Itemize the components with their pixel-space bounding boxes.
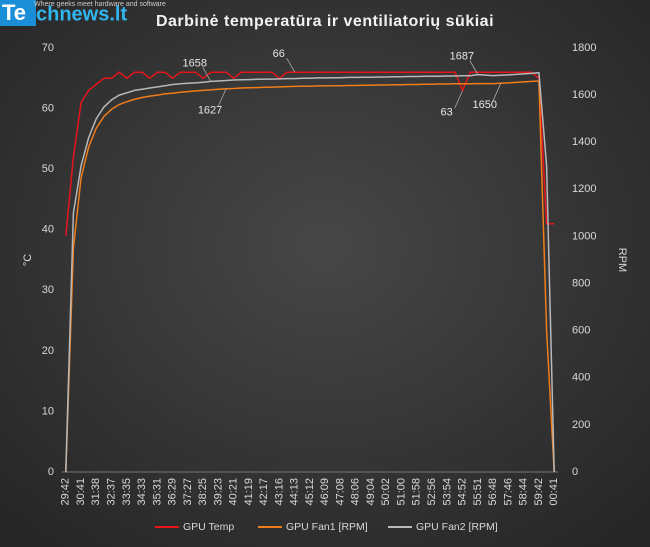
data-label: 63 [440,106,452,118]
logo-brand: chnews.lt [36,3,127,25]
x-tick-label: 39:23 [212,478,224,506]
logo-box [0,0,36,26]
x-tick-label: 53:54 [441,478,453,506]
x-tick-label: 46:09 [319,478,331,506]
y2-tick-label: 600 [572,325,590,337]
x-tick-label: 48:06 [350,478,362,506]
logo-tagline: Where geeks meet hardware and software [34,1,166,8]
chart-title: Darbinė temperatūra ir ventiliatorių sūk… [156,13,494,30]
x-tick-label: 00:41 [548,478,560,506]
label-leader [454,90,463,109]
y2-tick-label: 0 [572,466,578,478]
data-label: 66 [273,48,285,60]
series-line [65,80,555,473]
y2-tick-label: 1600 [572,89,596,101]
x-tick-label: 36:29 [167,478,179,506]
x-tick-label: 33:35 [121,478,133,506]
y2-tick-label: 800 [572,277,590,289]
x-tick-label: 57:46 [502,478,514,506]
series-line [65,71,555,236]
x-tick-label: 34:33 [136,478,148,506]
legend-label: GPU Temp [183,521,234,533]
x-tick-label: 45:12 [304,478,316,506]
series-line [65,71,555,473]
data-label: 1627 [198,105,222,117]
y2-axis-label: RPM [616,248,628,272]
data-label: 1650 [473,99,497,111]
x-tick-label: 30:41 [75,478,87,506]
y-tick-label: 60 [42,102,54,114]
x-tick-label: 51:58 [411,478,423,506]
x-tick-label: 38:25 [197,478,209,506]
x-tick-label: 40:21 [228,478,240,506]
y2-tick-label: 1400 [572,136,596,148]
x-tick-label: 49:04 [365,478,377,506]
y-axis-label: °C [22,254,34,266]
label-leader [202,67,212,82]
y-tick-label: 0 [48,466,54,478]
y2-tick-label: 400 [572,372,590,384]
y-tick-label: 10 [42,405,54,417]
x-tick-label: 54:52 [457,478,469,506]
x-tick-label: 56:48 [487,478,499,506]
x-tick-label: 31:38 [90,478,102,506]
legend-label: GPU Fan1 [RPM] [286,521,368,533]
x-tick-label: 55:51 [472,478,484,506]
x-tick-label: 58:44 [518,478,530,506]
y2-tick-label: 200 [572,419,590,431]
label-leader [217,88,227,107]
label-leader [286,58,296,73]
x-tick-label: 41:19 [243,478,255,506]
label-leader [469,60,479,75]
x-tick-label: 43:16 [273,478,285,506]
x-tick-label: 47:08 [334,478,346,506]
y-tick-label: 50 [42,163,54,175]
x-tick-label: 59:42 [533,478,545,506]
y2-tick-label: 1000 [572,230,596,242]
y-tick-label: 30 [42,284,54,296]
y-tick-label: 40 [42,224,54,236]
y-tick-label: 20 [42,345,54,357]
legend-label: GPU Fan2 [RPM] [416,521,498,533]
data-label: 1687 [450,51,474,63]
x-tick-label: 35:31 [151,478,163,506]
x-tick-label: 51:00 [395,478,407,506]
x-tick-label: 29:42 [60,478,72,506]
x-tick-label: 42:17 [258,478,270,506]
logo-brand: Te [2,0,26,25]
label-leader [492,83,502,102]
x-tick-label: 44:13 [289,478,301,506]
y-tick-label: 70 [42,42,54,54]
x-tick-label: 50:02 [380,478,392,506]
data-label: 1658 [183,57,207,69]
x-tick-label: 52:56 [426,478,438,506]
y2-tick-label: 1800 [572,42,596,54]
x-tick-label: 32:37 [106,478,118,506]
x-tick-label: 37:27 [182,478,194,506]
y2-tick-label: 1200 [572,183,596,195]
